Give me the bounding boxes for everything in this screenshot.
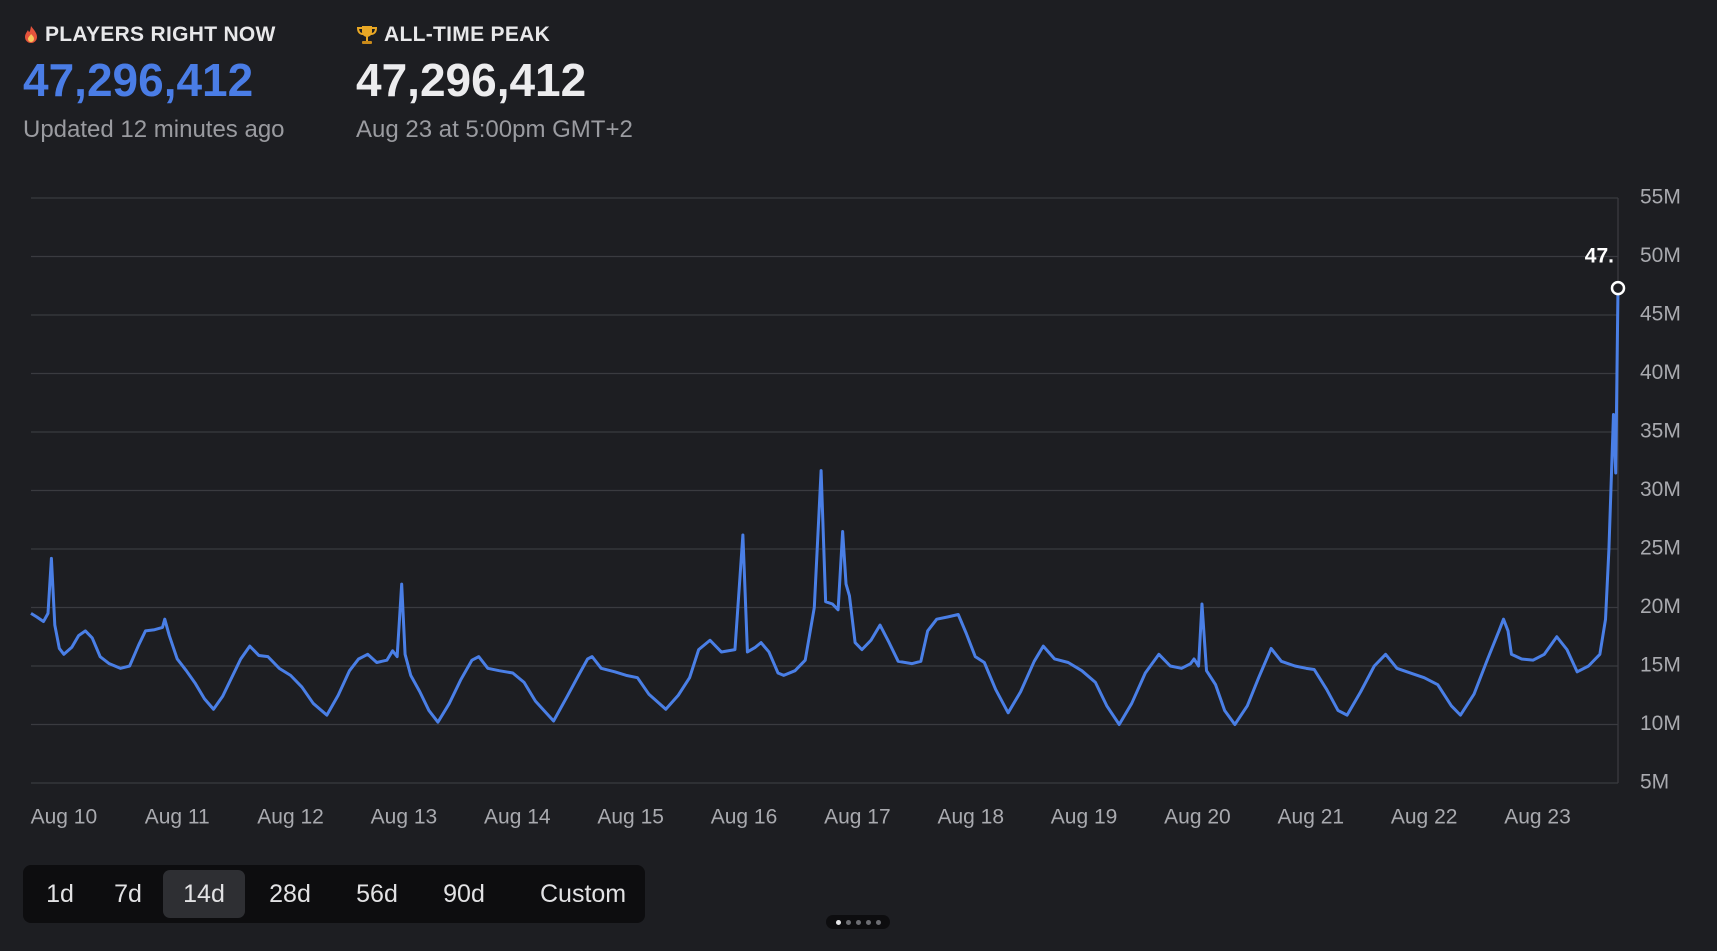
stat-label: ALL-TIME PEAK [384, 23, 551, 46]
y-tick-label: 40M [1640, 361, 1681, 384]
x-tick-label: Aug 18 [937, 806, 1004, 829]
x-tick-label: Aug 22 [1391, 806, 1458, 829]
stat-header: ALL-TIME PEAK [356, 22, 633, 48]
range-button[interactable]: 1d [46, 880, 74, 908]
stat-value: 47,296,412 [23, 54, 254, 106]
x-tick-label: Aug 16 [711, 806, 778, 829]
point-annotation: 47. [1585, 245, 1614, 268]
stat-header: PLAYERS RIGHT NOW [23, 22, 285, 48]
stat-note: Aug 23 at 5:00pm GMT+2 [356, 116, 633, 143]
range-button[interactable]: 14d [163, 870, 245, 918]
x-tick-label: Aug 14 [484, 806, 551, 829]
y-tick-label: 10M [1640, 712, 1681, 735]
x-tick-label: Aug 15 [597, 806, 664, 829]
y-tick-label: 50M [1640, 244, 1681, 267]
y-tick-label: 55M [1640, 186, 1681, 209]
stat-note: Updated 12 minutes ago [23, 116, 285, 143]
x-tick-label: Aug 11 [145, 806, 210, 829]
stat-peak: ALL-TIME PEAK 47,296,412 Aug 23 at 5:00p… [356, 22, 633, 144]
x-tick-label: Aug 12 [257, 806, 324, 829]
x-tick-label: Aug 23 [1504, 806, 1571, 829]
x-tick-label: Aug 17 [824, 806, 891, 829]
y-tick-label: 35M [1640, 420, 1681, 443]
chart: 5M 10M 15M 20M 25M 30M 35M 40M 45M 50M 55M Aug 10 Au… [30, 186, 1681, 829]
range-selector: 1d 7d 14d 28d 56d 90d Custom [23, 865, 645, 923]
page-dot [875, 919, 881, 925]
range-button[interactable]: 90d [443, 880, 485, 908]
stat-current: PLAYERS RIGHT NOW 47,296,412 Updated 12 … [23, 22, 285, 144]
stat-label: PLAYERS RIGHT NOW [45, 23, 276, 46]
x-tick-label: Aug 10 [31, 806, 98, 829]
stat-value: 47,296,412 [356, 54, 587, 106]
y-tick-label: 45M [1640, 303, 1681, 326]
range-button[interactable]: 7d [114, 880, 142, 908]
page-dot [845, 919, 851, 925]
y-tick-label: 30M [1640, 478, 1681, 501]
page-dot [855, 919, 861, 925]
page-dot [865, 919, 871, 925]
y-tick-label: 25M [1640, 537, 1681, 560]
range-button[interactable]: 56d [356, 880, 398, 908]
page-indicator [826, 915, 890, 929]
range-button[interactable]: 28d [269, 880, 311, 908]
y-tick-label: 5M [1640, 771, 1669, 794]
x-tick-label: Aug 20 [1164, 806, 1231, 829]
x-tick-label: Aug 21 [1278, 806, 1345, 829]
current-point [1610, 280, 1626, 296]
fire-icon [25, 26, 37, 43]
y-tick-label: 15M [1640, 654, 1681, 677]
x-tick-label: Aug 13 [371, 806, 438, 829]
range-button[interactable]: Custom [540, 880, 627, 908]
y-tick-label: 20M [1640, 595, 1681, 618]
page-dot [835, 919, 841, 925]
series-line [30, 288, 1620, 726]
trophy-icon [356, 26, 378, 44]
x-tick-label: Aug 19 [1051, 806, 1118, 829]
